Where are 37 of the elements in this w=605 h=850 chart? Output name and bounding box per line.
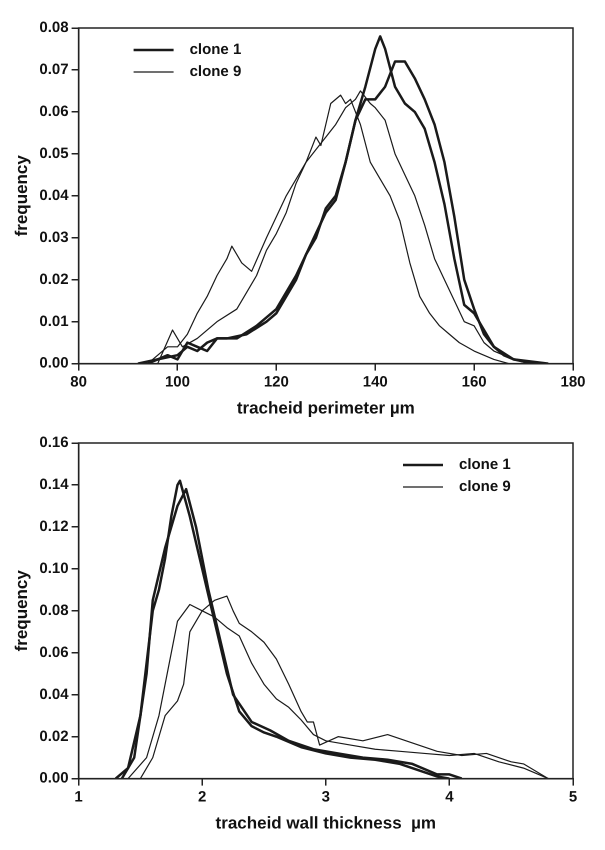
y-axis-title: frequency <box>12 570 31 652</box>
y-tick-label: 0.00 <box>39 354 69 372</box>
y-tick-label: 0.08 <box>39 602 69 619</box>
x-tick-label: 3 <box>322 788 330 806</box>
x-tick-label: 80 <box>70 374 87 391</box>
y-tick-label: 0.02 <box>39 728 69 745</box>
y-tick-label: 0.03 <box>39 228 69 246</box>
y-tick-label: 0.08 <box>39 19 69 36</box>
x-tick-label: 120 <box>264 374 289 391</box>
y-axis-title: frequency <box>12 154 31 236</box>
y-tick-label: 0.12 <box>39 518 69 536</box>
y-tick-label: 0.06 <box>39 644 69 661</box>
legend-label: clone 1 <box>459 456 511 474</box>
y-tick-label: 0.05 <box>39 144 69 162</box>
y-tick-label: 0.04 <box>39 686 70 703</box>
y-tick-label: 0.10 <box>39 560 69 577</box>
x-tick-label: 180 <box>560 374 586 391</box>
y-tick-label: 0.07 <box>39 61 69 78</box>
y-tick-label: 0.04 <box>39 186 70 204</box>
x-tick-label: 140 <box>362 374 388 391</box>
y-tick-label: 0.01 <box>39 312 69 330</box>
x-tick-label: 160 <box>462 374 487 391</box>
x-tick-label: 5 <box>568 788 578 806</box>
y-tick-label: 0.16 <box>39 434 69 452</box>
legend-label: clone 9 <box>459 478 511 496</box>
x-tick-label: 1 <box>74 788 83 806</box>
x-axis-title: tracheid perimeter µm <box>236 398 415 418</box>
y-tick-label: 0.14 <box>39 476 70 494</box>
y-tick-label: 0.06 <box>39 103 69 120</box>
legend-label: clone 9 <box>190 63 242 80</box>
x-axis-title: tracheid wall thickness µm <box>216 813 436 832</box>
x-tick-label: 2 <box>198 788 206 806</box>
y-tick-label: 0.02 <box>39 270 69 288</box>
y-tick-label: 0.00 <box>39 770 69 787</box>
x-tick-label: 4 <box>445 788 454 806</box>
x-tick-label: 100 <box>164 374 190 391</box>
legend-label: clone 1 <box>190 41 242 58</box>
